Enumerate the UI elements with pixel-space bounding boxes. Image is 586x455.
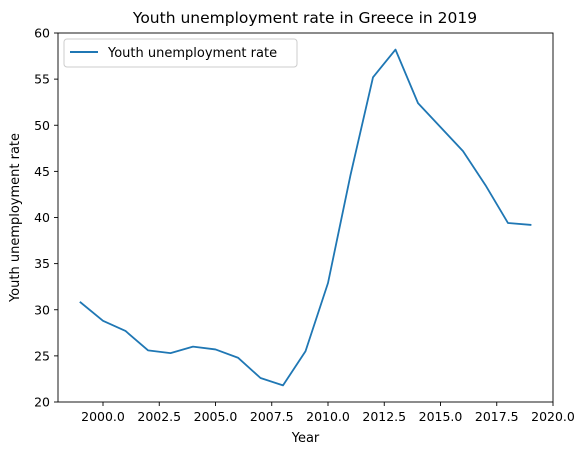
y-tick-label: 45	[34, 164, 50, 179]
plot-frame	[57, 32, 554, 403]
y-tick-label: 20	[34, 395, 50, 410]
x-tick-label: 2000.0	[81, 409, 125, 424]
legend-label: Youth unemployment rate	[107, 46, 277, 61]
x-tick-label: 2017.5	[475, 409, 519, 424]
x-tick-label: 2010.0	[306, 409, 350, 424]
x-tick-label: 2012.5	[362, 409, 406, 424]
y-tick-label: 55	[34, 72, 50, 87]
x-tick-label: 2015.0	[419, 409, 463, 424]
legend-box	[63, 38, 298, 68]
x-tick-label: 2007.5	[250, 409, 294, 424]
x-tick-label: 2002.5	[137, 409, 181, 424]
y-tick-label: 35	[34, 256, 50, 271]
series-line	[79, 48, 532, 387]
y-tick-label: 60	[34, 26, 50, 41]
chart-title: Youth unemployment rate in Greece in 201…	[132, 9, 477, 27]
x-tick-label: 2020.0	[531, 409, 575, 424]
y-axis-title: Youth unemployment rate	[8, 133, 23, 303]
x-axis-title: Year	[291, 431, 320, 446]
y-tick-label: 30	[34, 302, 50, 317]
x-tick-label: 2005.0	[194, 409, 238, 424]
y-tick-label: 50	[34, 118, 50, 133]
y-tick-label: 40	[34, 210, 50, 225]
legend: Youth unemployment rate	[63, 38, 298, 68]
y-tick-label: 25	[34, 348, 50, 363]
